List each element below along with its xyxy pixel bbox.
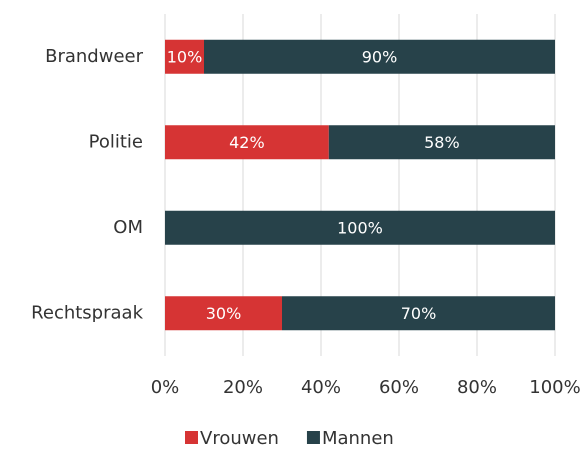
bar-segment — [328, 125, 555, 160]
value-label: 58% — [424, 133, 460, 152]
bar-segment — [165, 296, 282, 331]
bar-segment — [204, 39, 555, 74]
legend-label: Vrouwen — [200, 428, 279, 449]
x-tick-label: 80% — [457, 377, 497, 398]
y-tick-label: OM — [113, 217, 143, 238]
value-label: 90% — [362, 47, 398, 66]
bar-segment — [165, 39, 204, 74]
y-tick-label: Politie — [89, 131, 143, 152]
bar-segment — [165, 125, 329, 160]
legend-swatch — [306, 431, 320, 444]
x-tick-label: 100% — [529, 377, 580, 398]
value-label: 30% — [206, 304, 242, 323]
bar-segment — [165, 210, 555, 245]
value-label: 42% — [229, 133, 265, 152]
value-label: 70% — [401, 304, 437, 323]
value-label: 10% — [167, 47, 203, 66]
y-tick-label: Rechtspraak — [31, 302, 143, 323]
x-tick-label: 40% — [301, 377, 341, 398]
x-tick-label: 60% — [379, 377, 419, 398]
bar-segment — [282, 296, 555, 331]
x-tick-label: 0% — [151, 377, 180, 398]
x-tick-label: 20% — [223, 377, 263, 398]
legend-label: Mannen — [322, 428, 394, 449]
value-label: 100% — [337, 218, 383, 237]
y-tick-label: Brandweer — [45, 46, 143, 67]
legend-swatch — [185, 431, 198, 444]
